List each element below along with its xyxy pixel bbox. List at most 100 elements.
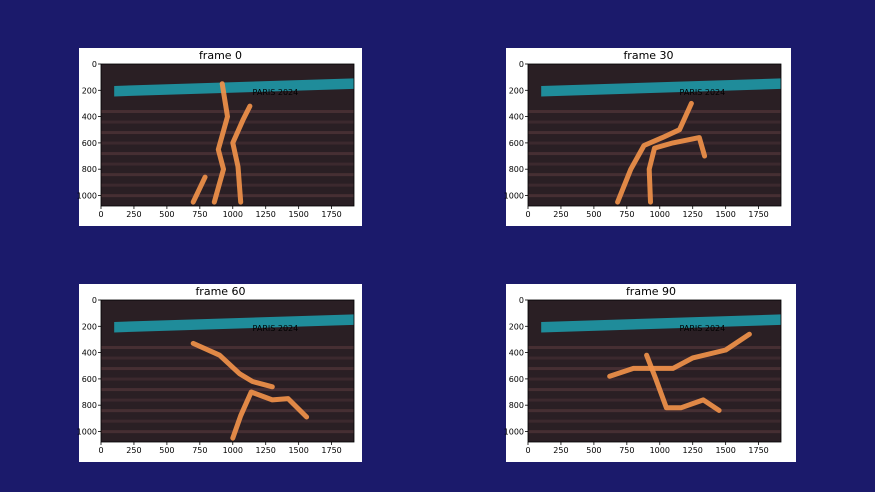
axes-frame [527, 299, 782, 443]
paris-banner [114, 78, 355, 97]
crowd-row [528, 356, 781, 360]
y-tick-label: 200 [82, 86, 97, 95]
crowd-row [101, 409, 354, 413]
frame-image-30: PARIS 2024 0 250 500 750 1000 1250 1500 1750 0 200… [504, 60, 782, 219]
crowd-row [528, 430, 781, 434]
y-tick-label: 400 [509, 349, 524, 358]
banner-text: PARIS 2024 [680, 324, 726, 333]
segmentation-limb [190, 174, 208, 205]
y-tick-label: 600 [82, 375, 97, 384]
x-tick-label: 1000 [223, 210, 243, 219]
y-tick-label: 400 [82, 113, 97, 122]
crowd-row [528, 173, 781, 177]
x-tick-label: 250 [126, 210, 141, 219]
axes-frame [527, 63, 782, 207]
x-tick-label: 500 [159, 446, 174, 455]
x-tick-label: 1750 [748, 446, 768, 455]
segmentation-limb [211, 81, 230, 205]
x-tick-label: 1000 [650, 210, 670, 219]
x-tick-label: 750 [192, 446, 207, 455]
x-tick-label: 1250 [683, 210, 703, 219]
crowd-row [101, 173, 354, 177]
crowd-row [101, 183, 354, 187]
y-tick-label: 800 [82, 401, 97, 410]
frame-panel-90: frame 90 PARIS 2024 0 250 500 750 1000 1250 150… [504, 284, 796, 462]
frame-image-90: PARIS 2024 0 250 500 750 1000 1250 1500 1750 0 200… [504, 296, 782, 455]
y-tick-label: 1000 [77, 427, 97, 436]
y-tick-label: 800 [509, 401, 524, 410]
crowd-row [101, 367, 354, 371]
crowd-row [528, 419, 781, 423]
frame-title: frame 90 [625, 285, 677, 298]
y-tick-label: 600 [509, 139, 524, 148]
crowd-row [528, 346, 781, 350]
x-tick-label: 750 [192, 210, 207, 219]
segmentation-limb [190, 340, 275, 390]
frame-title: frame 0 [198, 49, 243, 62]
paris-banner [541, 314, 782, 333]
y-tick-label: 1000 [77, 191, 97, 200]
x-tick-label: 500 [586, 446, 601, 455]
segmentation-limb [644, 352, 722, 413]
x-tick-label: 1500 [715, 210, 735, 219]
crowd-row [528, 409, 781, 413]
x-tick-label: 1500 [288, 446, 308, 455]
frame-title: frame 30 [623, 49, 674, 62]
crowd-row [528, 194, 781, 198]
y-tick-label: 0 [519, 296, 524, 305]
x-tick-label: 1500 [288, 210, 308, 219]
crowd-row [528, 398, 781, 402]
crowd-row [101, 388, 354, 392]
x-tick-label: 250 [126, 446, 141, 455]
banner-text: PARIS 2024 [253, 324, 299, 333]
segmentation-limb [230, 389, 310, 441]
segmentation-limb [615, 100, 694, 205]
banner-text: PARIS 2024 [253, 88, 299, 97]
crowd-row [101, 194, 354, 198]
y-tick-label: 1000 [504, 427, 524, 436]
y-tick-label: 0 [92, 296, 97, 305]
y-tick-label: 0 [92, 60, 97, 69]
x-tick-label: 250 [553, 210, 568, 219]
crowd-row [101, 430, 354, 434]
x-tick-label: 1500 [715, 446, 735, 455]
crowd-row [101, 377, 354, 381]
x-tick-label: 750 [619, 446, 634, 455]
x-tick-label: 250 [553, 446, 568, 455]
x-tick-label: 0 [525, 210, 530, 219]
y-tick-label: 1000 [504, 191, 524, 200]
paris-banner [541, 78, 782, 97]
segmentation-limb [607, 331, 752, 379]
y-tick-label: 800 [82, 165, 97, 174]
crowd-row [101, 152, 354, 156]
crowd-row [528, 162, 781, 166]
segmentation-limb [646, 135, 708, 205]
crowd-row [528, 120, 781, 124]
frame-image-0: PARIS 2024 0 250 500 750 1000 1250 1500 1750 0 200… [77, 60, 355, 219]
crowd-row [101, 346, 354, 350]
crowd-row [101, 398, 354, 402]
crowd-row [528, 110, 781, 114]
x-tick-label: 0 [98, 210, 103, 219]
y-tick-label: 0 [519, 60, 524, 69]
x-tick-label: 500 [159, 210, 174, 219]
x-tick-label: 500 [586, 210, 601, 219]
x-tick-label: 1250 [256, 210, 276, 219]
crowd-row [101, 162, 354, 166]
crowd-row [101, 419, 354, 423]
x-tick-label: 1750 [321, 210, 341, 219]
crowd-row [528, 183, 781, 187]
frame-panel-0: frame 0 PARIS 2024 0 250 500 750 1000 1250 1500… [77, 48, 362, 226]
frame-title: frame 60 [195, 285, 246, 298]
x-tick-label: 1250 [256, 446, 276, 455]
y-tick-label: 200 [509, 322, 524, 331]
x-tick-label: 1750 [321, 446, 341, 455]
banner-text: PARIS 2024 [680, 88, 726, 97]
y-tick-label: 200 [82, 322, 97, 331]
crowd-row [528, 388, 781, 392]
x-tick-label: 1000 [223, 446, 243, 455]
y-tick-label: 200 [509, 86, 524, 95]
frame-image-60: PARIS 2024 0 250 500 750 1000 1250 1500 1750 0 200… [77, 296, 355, 455]
crowd-row [101, 141, 354, 145]
frame-panel-60: frame 60 PARIS 2024 0 250 500 750 1000 1250 150… [77, 284, 362, 462]
